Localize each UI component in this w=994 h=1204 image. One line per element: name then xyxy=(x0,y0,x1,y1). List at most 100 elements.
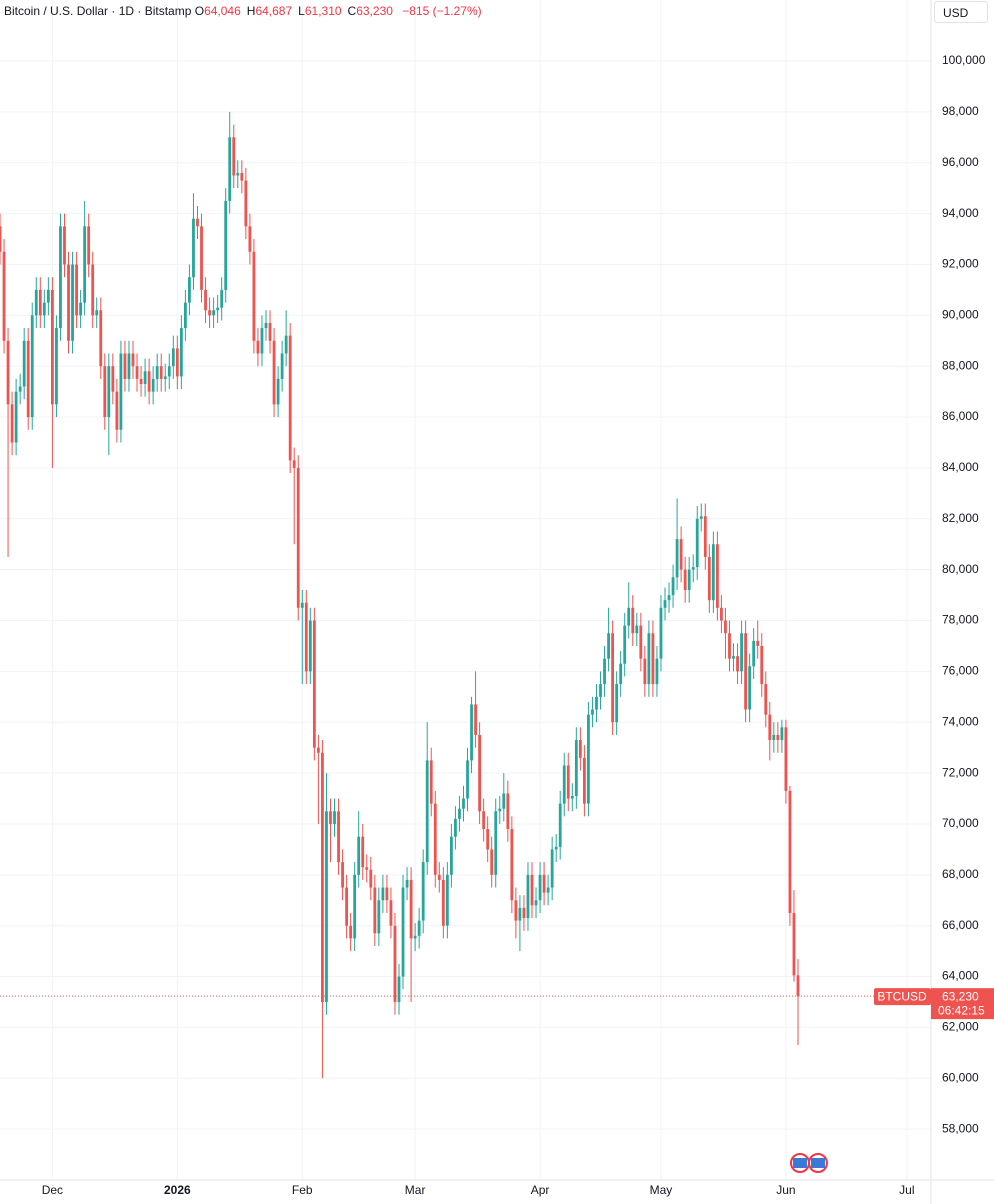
candle-body xyxy=(635,625,639,634)
candle-body xyxy=(308,620,312,672)
candle-body xyxy=(59,226,62,329)
candle-body xyxy=(204,289,207,311)
candle-body xyxy=(566,765,570,799)
candle-body xyxy=(546,887,550,893)
candle-body xyxy=(365,867,369,870)
candle-body xyxy=(691,567,695,570)
x-tick-label: May xyxy=(650,1183,673,1197)
candle-body xyxy=(175,348,179,377)
candle-body xyxy=(466,760,469,799)
candle-body xyxy=(760,645,764,685)
candle-body xyxy=(401,887,405,977)
candle-body xyxy=(562,765,566,804)
candle-body xyxy=(449,836,453,875)
candle-body xyxy=(474,704,477,735)
candle-body xyxy=(655,658,659,685)
y-tick-label: 70,000 xyxy=(942,816,979,830)
candle-body xyxy=(212,310,216,316)
candle-body xyxy=(429,760,433,804)
candle-body xyxy=(111,366,115,392)
candle-body xyxy=(397,976,401,1002)
candle-body xyxy=(119,353,123,430)
candle-body xyxy=(607,633,610,659)
candle-body xyxy=(369,869,373,888)
candle-body xyxy=(357,836,361,875)
ohlc-label: L xyxy=(298,4,305,18)
candle-body xyxy=(236,172,240,176)
candle-body xyxy=(385,887,389,901)
candle-body xyxy=(699,516,703,519)
candle-body xyxy=(538,874,542,901)
candle-body xyxy=(591,709,594,715)
candle-body xyxy=(87,226,91,265)
candle-body xyxy=(30,315,34,418)
currency-button[interactable]: USD xyxy=(934,1,988,23)
candle-body xyxy=(373,887,377,934)
candle-body xyxy=(542,874,546,893)
candle-body xyxy=(413,935,417,939)
candle-body xyxy=(417,920,421,936)
ohlc-label: C xyxy=(347,4,357,18)
candle-body xyxy=(703,516,707,557)
candle-body xyxy=(667,595,671,601)
candle-body xyxy=(264,322,268,329)
candle-body xyxy=(103,366,107,418)
candle-body xyxy=(772,734,776,741)
y-tick-label: 88,000 xyxy=(942,358,979,372)
y-tick-label: 100,000 xyxy=(942,53,986,67)
candle-body xyxy=(325,811,328,1002)
candle-body xyxy=(752,640,756,667)
candle-body xyxy=(292,460,296,468)
candle-body xyxy=(345,887,349,926)
candle-body xyxy=(99,310,103,367)
candle-body xyxy=(707,556,711,601)
candle-body xyxy=(405,879,409,888)
candle-body xyxy=(79,302,83,316)
y-tick-label: 78,000 xyxy=(942,613,979,627)
candle-body xyxy=(71,264,74,341)
candle-body xyxy=(67,264,70,341)
layer: 58,000 60,000 62,000 64,000 66,000 68,000 70,0… xyxy=(0,53,994,1197)
candle-body xyxy=(155,366,159,379)
symbol-tag xyxy=(874,988,931,1006)
candle-body xyxy=(611,633,615,723)
candle-body xyxy=(522,907,526,919)
candle-body xyxy=(349,925,353,939)
candle-body xyxy=(46,289,50,303)
candle-body xyxy=(341,862,344,888)
candle-body xyxy=(683,569,687,590)
y-tick-label: 84,000 xyxy=(942,460,979,474)
candle-body xyxy=(663,600,667,608)
candle-body xyxy=(159,366,163,379)
ohlc-value: 64,687 xyxy=(255,4,293,18)
x-tick-label: Feb xyxy=(292,1183,313,1197)
candle-body xyxy=(312,620,316,748)
x-tick-label: Mar xyxy=(405,1183,426,1197)
candle-body xyxy=(433,803,437,875)
candle-body xyxy=(744,633,748,710)
candle-body xyxy=(38,289,42,316)
candle-body xyxy=(582,757,586,804)
candle-body xyxy=(478,734,482,812)
candle-body xyxy=(675,539,679,578)
candle-body xyxy=(200,226,203,290)
ohlc-value: 63,230 xyxy=(356,4,393,18)
candle-body xyxy=(42,302,46,316)
ohlc-label: H xyxy=(246,4,256,18)
candle-body xyxy=(228,137,232,201)
event-flags xyxy=(790,1153,828,1173)
y-tick-label: 68,000 xyxy=(942,867,979,881)
y-tick-label: 80,000 xyxy=(942,562,979,576)
candle-body xyxy=(724,620,727,634)
candle-body xyxy=(256,340,260,354)
y-tick-label: 92,000 xyxy=(942,257,979,271)
candle-body xyxy=(510,829,514,901)
candle-body xyxy=(445,874,449,926)
candle-body xyxy=(506,793,510,830)
y-tick-label: 76,000 xyxy=(942,664,979,678)
candle-body xyxy=(651,633,655,685)
y-tick-label: 82,000 xyxy=(942,511,979,525)
candle-body xyxy=(615,684,619,723)
